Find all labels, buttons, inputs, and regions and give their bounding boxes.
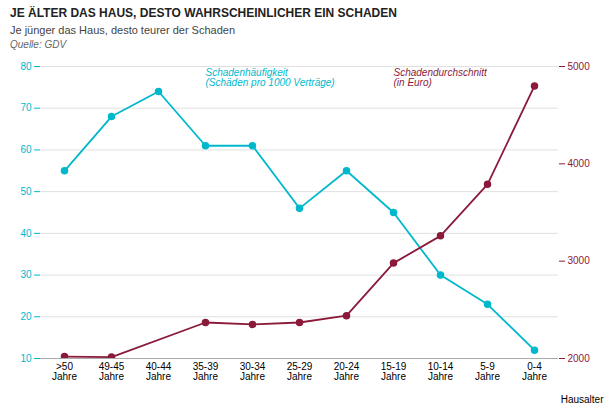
- svg-text:>50Jahre: >50Jahre: [52, 361, 77, 382]
- html-text:Quelle: GDV: Quelle: GDV: [10, 39, 67, 50]
- svg-text:Hausalter: Hausalter: [561, 394, 604, 405]
- svg-text:60: 60: [20, 144, 32, 155]
- svg-text:40-44Jahre: 40-44Jahre: [146, 361, 172, 382]
- html-text:Je jünger das Haus, desto teur: Je jünger das Haus, desto teurer der Sch…: [10, 24, 235, 36]
- svg-text:40: 40: [20, 228, 32, 239]
- svg-text:2000: 2000: [568, 353, 591, 364]
- svg-text:15-19Jahre: 15-19Jahre: [381, 361, 407, 382]
- svg-text:Schadendurchschnitt(in Euro): Schadendurchschnitt(in Euro): [394, 67, 489, 88]
- svg-text:Schadenhäufigkeit(Schäden pro: Schadenhäufigkeit(Schäden pro 1000 Vertr…: [206, 67, 335, 88]
- svg-text:25-29Jahre: 25-29Jahre: [287, 361, 313, 382]
- svg-text:10-14Jahre: 10-14Jahre: [428, 361, 454, 382]
- svg-text:20: 20: [20, 311, 32, 322]
- svg-text:80: 80: [20, 61, 32, 72]
- svg-text:20-24Jahre: 20-24Jahre: [334, 361, 360, 382]
- svg-text:5-9Jahre: 5-9Jahre: [475, 361, 500, 382]
- svg-text:49-45Jahre: 49-45Jahre: [99, 361, 125, 382]
- svg-text:70: 70: [20, 102, 32, 113]
- svg-text:3000: 3000: [568, 255, 591, 266]
- svg-text:0-4Jahre: 0-4Jahre: [522, 361, 547, 382]
- svg-text:10: 10: [20, 353, 32, 364]
- svg-text:5000: 5000: [568, 61, 591, 72]
- svg-text:35-39Jahre: 35-39Jahre: [193, 361, 219, 382]
- svg-text:50: 50: [20, 186, 32, 197]
- html-text:JE ÄLTER DAS HAUS, DESTO WAHRS: JE ÄLTER DAS HAUS, DESTO WAHRSCHEINLICHE…: [10, 6, 397, 20]
- svg-text:30-34Jahre: 30-34Jahre: [240, 361, 266, 382]
- svg-text:4000: 4000: [568, 158, 591, 169]
- svg-text:30: 30: [20, 269, 32, 280]
